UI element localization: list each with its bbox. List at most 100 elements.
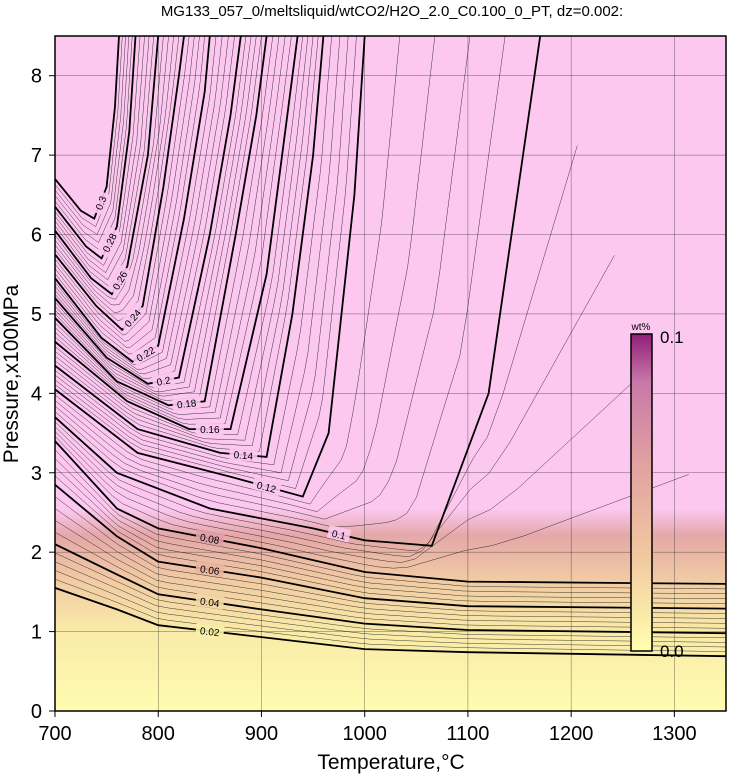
contour-label-bg bbox=[96, 226, 121, 258]
contour-label-bg bbox=[228, 446, 258, 463]
y-tick-label-3: 3 bbox=[31, 463, 42, 485]
contour-label-0.18: 0.18 bbox=[171, 394, 202, 411]
y-tick-label-4: 4 bbox=[31, 383, 42, 405]
contour-label-bg bbox=[326, 525, 352, 543]
contour-label-bg bbox=[151, 371, 176, 389]
contour-label-bg bbox=[89, 190, 110, 216]
contour-label-bg bbox=[251, 476, 282, 497]
contour-label-text: 0.04 bbox=[199, 596, 220, 610]
minor-isoline-10-3 bbox=[55, 36, 195, 342]
minor-isoline-8-2 bbox=[55, 36, 257, 397]
y-tick-label-6: 6 bbox=[31, 225, 42, 247]
minor-isoline-3-3 bbox=[55, 255, 615, 557]
contour-label-0.1: 0.1 bbox=[326, 525, 352, 543]
y-tick-label-5: 5 bbox=[31, 304, 42, 326]
minor-isoline-8-3 bbox=[55, 36, 252, 393]
minor-isoline-4-4 bbox=[55, 36, 401, 505]
minor-isoline-9-4 bbox=[55, 36, 217, 366]
x-tick-label-6: 1300 bbox=[652, 723, 697, 745]
contour-line-0.12 bbox=[55, 36, 366, 498]
contour-label-0.3: 0.3 bbox=[89, 190, 110, 216]
minor-isoline-9-3 bbox=[55, 36, 223, 370]
minor-isoline-6-3 bbox=[55, 36, 309, 441]
colorbar-gradient bbox=[630, 333, 653, 652]
minor-isoline-11-1 bbox=[55, 36, 180, 321]
contour-label-bg bbox=[106, 264, 132, 296]
contour-line-0.2 bbox=[55, 36, 242, 385]
contour-label-0.02: 0.02 bbox=[195, 622, 225, 639]
contour-label-0.12: 0.12 bbox=[251, 476, 282, 497]
contour-layer bbox=[55, 36, 726, 658]
contour-label-text: 0.3 bbox=[94, 194, 109, 211]
y-tick-label-2: 2 bbox=[31, 542, 42, 564]
y-axis-ticks: 0 1 2 3 4 5 6 7 8 bbox=[31, 66, 55, 723]
y-tick-label-1: 1 bbox=[31, 622, 42, 644]
contour-label-bg bbox=[129, 340, 161, 367]
contour-label-text: 0.1 bbox=[331, 529, 347, 543]
minor-isoline-5-4 bbox=[55, 36, 332, 466]
colorbar-min-label: 0.0 bbox=[660, 642, 684, 661]
chart-title: MG133_057_0/meltsliquid/wtCO2/H2O_2.0_C0… bbox=[161, 3, 623, 20]
contour-label-0.2: 0.2 bbox=[151, 371, 176, 389]
minor-isoline-9-1 bbox=[55, 36, 235, 379]
contour-label-bg bbox=[117, 302, 147, 333]
colorbar-unit: wt% bbox=[631, 322, 651, 333]
minor-isoline-3-1 bbox=[55, 436, 689, 569]
minor-isoline-7-2 bbox=[55, 36, 286, 420]
y-axis-label: Pressure,x100MPa bbox=[0, 284, 23, 463]
contour-label-text: 0.16 bbox=[200, 425, 220, 436]
contour-label-text: 0.2 bbox=[156, 375, 172, 389]
minor-isoline-12-2 bbox=[55, 36, 150, 281]
contour-label-text: 0.12 bbox=[255, 480, 277, 496]
contour-label-0.16: 0.16 bbox=[195, 422, 224, 436]
minor-isoline-10-1 bbox=[55, 36, 205, 355]
contour-label-bg bbox=[195, 560, 225, 578]
x-axis-label: Temperature,°C bbox=[317, 751, 464, 774]
contour-label-bg bbox=[195, 622, 225, 639]
x-tick-label-2: 900 bbox=[245, 723, 278, 745]
contour-label-text: 0.06 bbox=[199, 564, 220, 578]
minor-isoline-11-2 bbox=[55, 36, 174, 313]
minor-isoline-3-2 bbox=[55, 364, 652, 563]
contour-label-text: 0.02 bbox=[199, 626, 220, 639]
minor-isoline-5-2 bbox=[55, 36, 349, 481]
contour-label-text: 0.14 bbox=[233, 450, 254, 463]
contour-line-0.18 bbox=[55, 36, 268, 407]
minor-isoline-6-2 bbox=[55, 36, 314, 447]
minor-isoline-12-3 bbox=[55, 36, 145, 273]
minor-isoline-5-1 bbox=[55, 36, 357, 489]
minor-isoline-11-3 bbox=[55, 36, 169, 306]
y-tick-label-8: 8 bbox=[31, 66, 42, 88]
contour-line-0.16 bbox=[55, 36, 299, 430]
contour-label-bg bbox=[194, 528, 225, 547]
contour-label-0.08: 0.08 bbox=[194, 528, 225, 548]
x-axis-ticks: 700 800 900 1000 1100 1200 1300 bbox=[38, 711, 697, 745]
minor-isoline-7-4 bbox=[55, 36, 274, 410]
minor-isoline-6-1 bbox=[55, 36, 319, 452]
x-tick-label-5: 1200 bbox=[549, 723, 594, 745]
minor-isoline-3-4 bbox=[55, 145, 578, 552]
minor-isoline-7-1 bbox=[55, 36, 292, 425]
contour-label-bg bbox=[195, 422, 224, 436]
x-tick-label-1: 800 bbox=[142, 723, 175, 745]
colorbar-max-label: 0.1 bbox=[660, 328, 684, 347]
contour-label-text: 0.08 bbox=[199, 533, 221, 548]
minor-isoline-10-2 bbox=[55, 36, 200, 348]
contour-label-0.04: 0.04 bbox=[195, 592, 225, 610]
minor-isoline-13-3 bbox=[55, 36, 126, 235]
minor-isoline-9-2 bbox=[55, 36, 229, 375]
minor-isoline-4-3 bbox=[55, 36, 436, 512]
contour-label-text: 0.18 bbox=[176, 398, 197, 411]
contour-label-0.14: 0.14 bbox=[228, 446, 258, 463]
contour-label-bg bbox=[195, 592, 225, 610]
x-tick-label-4: 1100 bbox=[446, 723, 489, 745]
x-tick-label-0: 700 bbox=[38, 723, 71, 745]
contour-label-bg bbox=[171, 394, 202, 411]
contour-label-0.06: 0.06 bbox=[195, 560, 225, 578]
y-tick-label-0: 0 bbox=[31, 701, 42, 723]
minor-isoline-6-4 bbox=[55, 36, 304, 435]
minor-isoline-13-2 bbox=[55, 36, 130, 243]
minor-isoline-4-2 bbox=[55, 36, 471, 520]
minor-isoline-8-4 bbox=[55, 36, 247, 388]
